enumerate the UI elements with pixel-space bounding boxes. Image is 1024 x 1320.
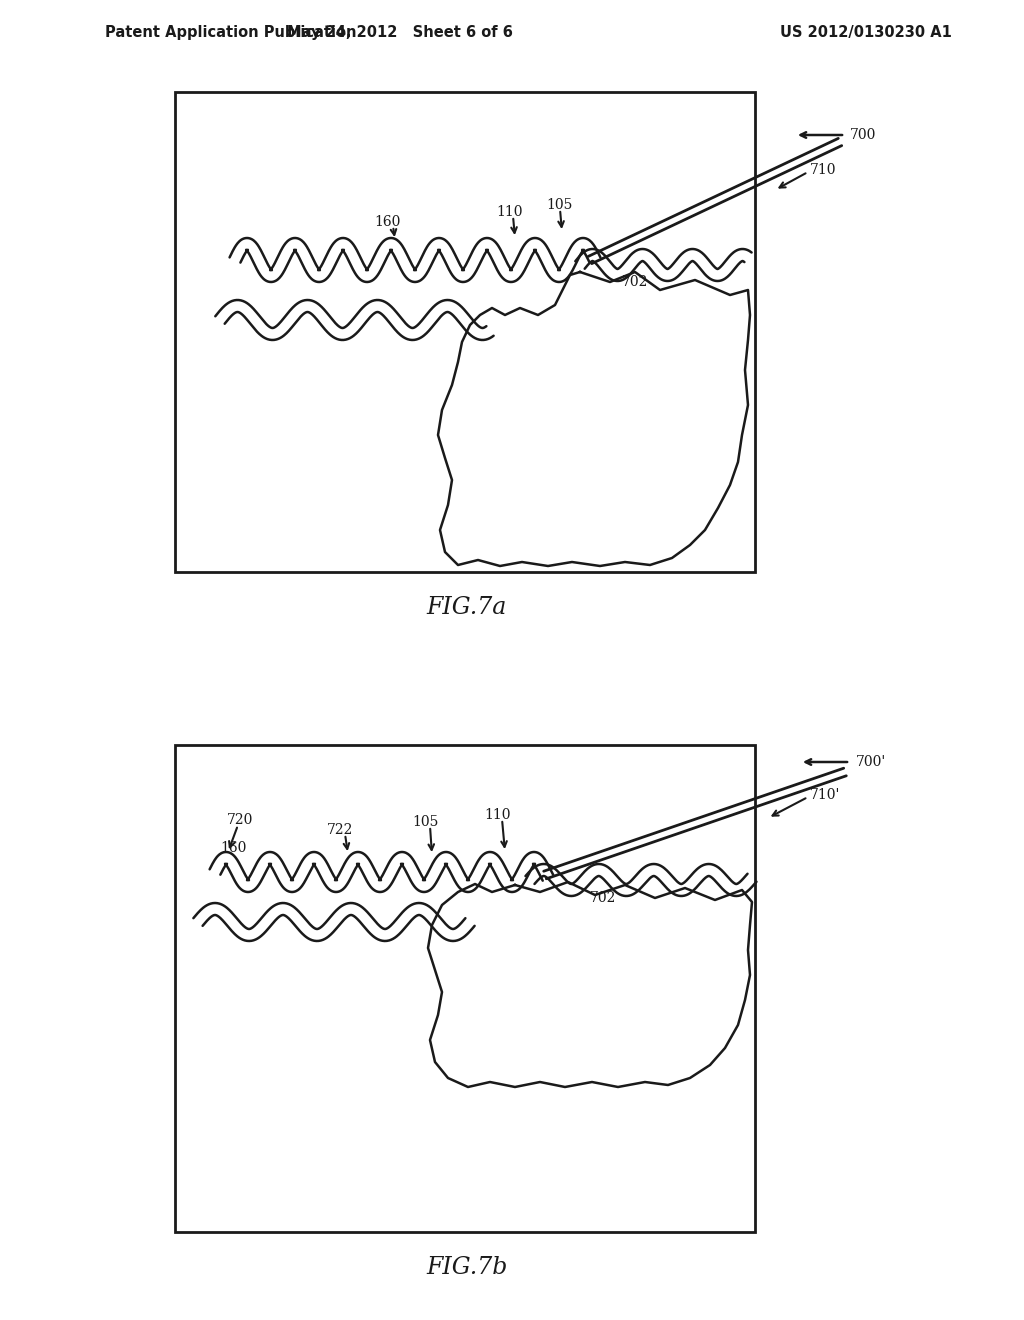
Text: 700': 700' <box>856 755 886 770</box>
Text: 110: 110 <box>484 808 511 822</box>
Text: May 24, 2012   Sheet 6 of 6: May 24, 2012 Sheet 6 of 6 <box>287 25 513 40</box>
Text: 720: 720 <box>226 813 253 828</box>
Text: 110: 110 <box>497 205 523 219</box>
Text: 710': 710' <box>810 788 841 803</box>
Bar <box>175 92 755 572</box>
Text: 722: 722 <box>327 822 353 837</box>
Text: 160: 160 <box>220 841 247 855</box>
Text: 702: 702 <box>590 891 616 906</box>
Text: 160: 160 <box>375 215 401 228</box>
Text: US 2012/0130230 A1: US 2012/0130230 A1 <box>780 25 952 40</box>
Text: 105: 105 <box>412 814 438 829</box>
Text: Patent Application Publication: Patent Application Publication <box>105 25 356 40</box>
Text: 710: 710 <box>810 162 837 177</box>
Text: FIG.7b: FIG.7b <box>426 1257 508 1279</box>
Text: 700: 700 <box>850 128 877 143</box>
Text: 105: 105 <box>547 198 573 213</box>
Text: FIG.7a: FIG.7a <box>427 597 507 619</box>
Text: 702: 702 <box>622 275 648 289</box>
Bar <box>175 744 755 1232</box>
